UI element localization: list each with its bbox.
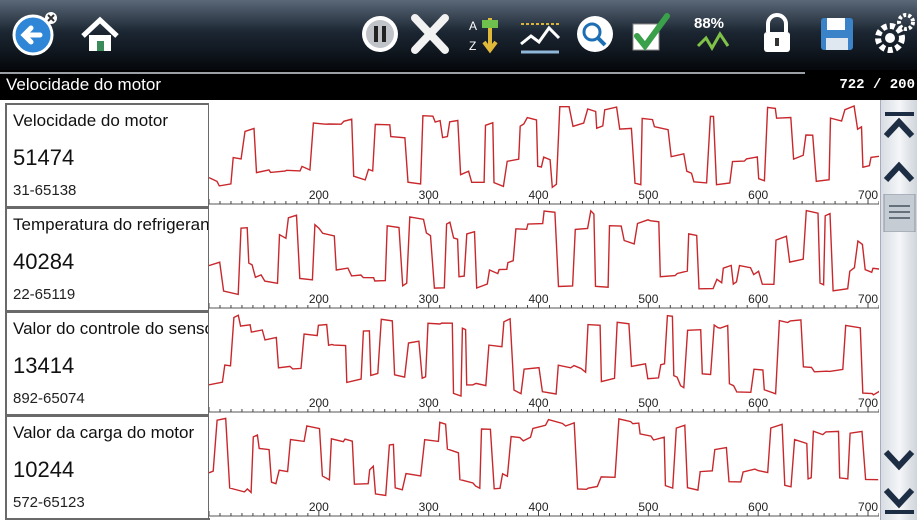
threshold-button[interactable]: 88%: [690, 8, 740, 60]
svg-text:Z: Z: [469, 39, 476, 53]
scroll-down-button[interactable]: [881, 440, 917, 478]
zoom-icon: [577, 16, 613, 52]
save-button[interactable]: [812, 8, 862, 60]
sort-button[interactable]: A Z: [460, 8, 510, 60]
pid-row[interactable]: Valor do controle do sensor 13414 892-6507…: [0, 310, 917, 416]
pid-value: 10244: [13, 457, 75, 482]
x-tick-label: 700: [858, 188, 878, 202]
pid-range: 892-65074: [13, 390, 85, 407]
back-icon: [12, 12, 57, 56]
toolbar: A Z 88%: [0, 0, 917, 70]
settings-button[interactable]: [868, 8, 917, 60]
lock-button[interactable]: [752, 8, 802, 60]
pid-range: 22-65119: [13, 286, 76, 303]
pid-graph[interactable]: 200 300 400 500 600 700: [209, 206, 879, 310]
scroll-bottom-button[interactable]: [881, 482, 917, 520]
scroll-thumb[interactable]: [881, 194, 917, 232]
graph-canvas: 200 300 400 500 600 700: [209, 105, 879, 205]
settings-icon: [875, 13, 915, 53]
frame-counter: 722 / 200: [839, 77, 915, 93]
x-tick-label: 500: [638, 500, 658, 514]
x-tick-label: 600: [748, 396, 768, 410]
pid-row[interactable]: Valor da carga do motor 10244 572-65123 200…: [0, 414, 917, 520]
pid-info-box[interactable]: Valor da carga do motor 10244 572-65123: [5, 415, 210, 520]
x-tick-label: 300: [419, 500, 439, 514]
scrollbar[interactable]: [880, 100, 917, 520]
page-title: Velocidade do motor: [6, 75, 161, 94]
svg-text:88%: 88%: [694, 15, 724, 32]
x-tick-label: 500: [638, 396, 658, 410]
x-tick-label: 700: [858, 396, 878, 410]
pause-icon: [362, 16, 398, 52]
x-tick-label: 400: [529, 188, 549, 202]
x-tick-label: 600: [748, 188, 768, 202]
clear-button[interactable]: [405, 8, 455, 60]
pid-value: 40284: [13, 249, 75, 274]
x-tick-label: 600: [748, 292, 768, 306]
graph-canvas: 200 300 400 500 600 700: [209, 209, 879, 309]
threshold-icon: 88%: [694, 15, 730, 51]
select-button[interactable]: [625, 8, 675, 60]
sort-icon: A Z: [469, 18, 498, 54]
x-tick-label: 200: [309, 188, 329, 202]
scroll-up-button[interactable]: [881, 152, 917, 190]
pid-info-box[interactable]: Valor do controle do sensor 13414 892-6507…: [5, 311, 210, 416]
pid-info-box[interactable]: Temperatura do refrigerante 40284 22-65119: [5, 207, 210, 312]
pid-graph[interactable]: 200 300 400 500 600 700: [209, 102, 879, 206]
svg-text:A: A: [469, 19, 477, 33]
pid-row[interactable]: Temperatura do refrigerante 40284 22-65119…: [0, 206, 917, 312]
waveform-trace: [209, 417, 879, 497]
lock-icon: [764, 13, 790, 52]
back-button[interactable]: [10, 8, 60, 60]
graph-icon: [520, 23, 561, 54]
x-tick-label: 300: [419, 292, 439, 306]
x-tick-label: 700: [858, 292, 878, 306]
x-tick-label: 200: [309, 396, 329, 410]
pid-name: Temperatura do refrigerante: [13, 215, 210, 234]
waveform-trace: [209, 105, 879, 189]
x-tick-label: 400: [529, 396, 549, 410]
scroll-down-icon: [883, 449, 915, 471]
x-tick-label: 700: [858, 500, 878, 514]
x-tick-label: 500: [638, 188, 658, 202]
x-tick-label: 600: [748, 500, 768, 514]
x-tick-label: 300: [419, 396, 439, 410]
scroll-top-button[interactable]: [881, 106, 917, 144]
scroll-thumb-icon: [883, 194, 916, 232]
pid-graph[interactable]: 200 300 400 500 600 700: [209, 310, 879, 414]
x-tick-label: 300: [419, 188, 439, 202]
home-icon: [81, 16, 119, 51]
x-tick-label: 200: [309, 500, 329, 514]
scroll-up-icon: [883, 161, 915, 183]
waveform-trace: [209, 314, 879, 397]
pid-name: Velocidade do motor: [13, 111, 168, 130]
x-tick-label: 200: [309, 292, 329, 306]
graph-button[interactable]: [515, 8, 565, 60]
waveform-trace: [209, 209, 879, 296]
pid-row[interactable]: Velocidade do motor 51474 31-65138 200 300 40…: [0, 102, 917, 208]
save-icon: [821, 18, 853, 50]
progress-line: [0, 72, 805, 74]
check-icon: [632, 13, 670, 51]
pid-info-box[interactable]: Velocidade do motor 51474 31-65138: [5, 103, 210, 208]
graph-canvas: 200 300 400 500 600 700: [209, 314, 879, 413]
header-bar: Velocidade do motor 722 / 200: [0, 70, 917, 100]
pid-value: 51474: [13, 145, 75, 170]
pause-button[interactable]: [355, 8, 405, 60]
scroll-bottom-icon: [883, 487, 915, 514]
pid-range: 31-65138: [13, 182, 77, 199]
pid-name: Valor da carga do motor: [13, 423, 195, 442]
x-tick-label: 400: [529, 500, 549, 514]
pid-value: 13414: [13, 353, 75, 378]
zoom-button[interactable]: [570, 8, 620, 60]
pid-graph[interactable]: 200 300 400 500 600 700: [209, 414, 879, 518]
pid-range: 572-65123: [13, 494, 85, 511]
graph-canvas: 200 300 400 500 600 700: [209, 417, 879, 517]
close-icon: [411, 14, 449, 54]
home-button[interactable]: [75, 8, 125, 60]
x-tick-label: 400: [529, 292, 549, 306]
scroll-top-icon: [883, 112, 915, 139]
pid-name: Valor do controle do sensor: [13, 319, 210, 338]
x-tick-label: 500: [638, 292, 658, 306]
